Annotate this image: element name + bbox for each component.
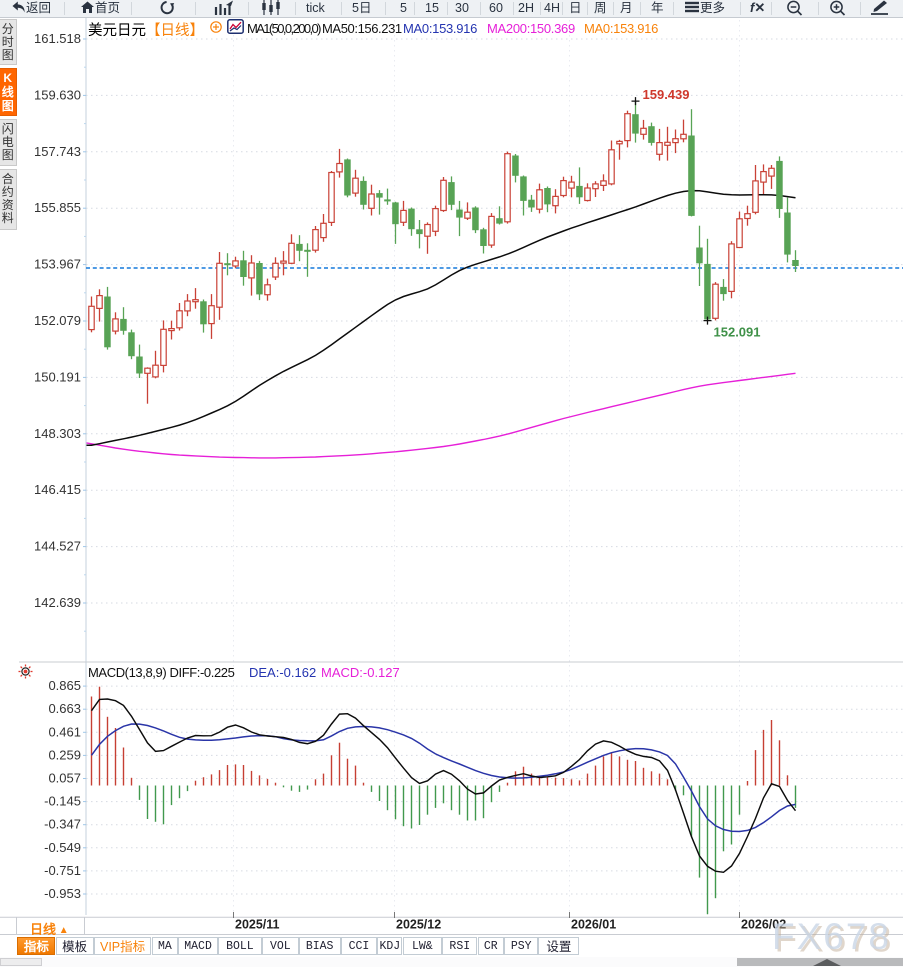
svg-text:-0.549: -0.549	[44, 840, 81, 855]
svg-text:-0.751: -0.751	[44, 863, 81, 878]
svg-text:-0.953: -0.953	[44, 886, 81, 901]
svg-text:2026/02: 2026/02	[741, 918, 786, 932]
svg-text:0.461: 0.461	[48, 724, 81, 739]
svg-text:0.259: 0.259	[48, 747, 81, 762]
svg-text:2025/11: 2025/11	[235, 918, 280, 932]
svg-text:-0.347: -0.347	[44, 817, 81, 832]
svg-text:0.865: 0.865	[48, 678, 81, 693]
svg-text:152.079: 152.079	[34, 313, 81, 328]
svg-text:157.743: 157.743	[34, 144, 81, 159]
svg-text:148.303: 148.303	[34, 426, 81, 441]
svg-text:-0.145: -0.145	[44, 794, 81, 809]
svg-text:155.855: 155.855	[34, 200, 81, 215]
svg-text:152.091: 152.091	[714, 325, 761, 340]
svg-text:150.191: 150.191	[34, 369, 81, 384]
svg-text:153.967: 153.967	[34, 257, 81, 272]
svg-text:161.518: 161.518	[34, 31, 81, 46]
svg-text:159.630: 159.630	[34, 87, 81, 102]
svg-text:2025/12: 2025/12	[396, 918, 441, 932]
svg-text:144.527: 144.527	[34, 539, 81, 554]
svg-text:2026/01: 2026/01	[571, 918, 616, 932]
svg-text:159.439: 159.439	[643, 87, 690, 102]
svg-text:146.415: 146.415	[34, 482, 81, 497]
svg-text:0.663: 0.663	[48, 701, 81, 716]
svg-text:142.639: 142.639	[34, 595, 81, 610]
svg-text:0.057: 0.057	[48, 771, 81, 786]
